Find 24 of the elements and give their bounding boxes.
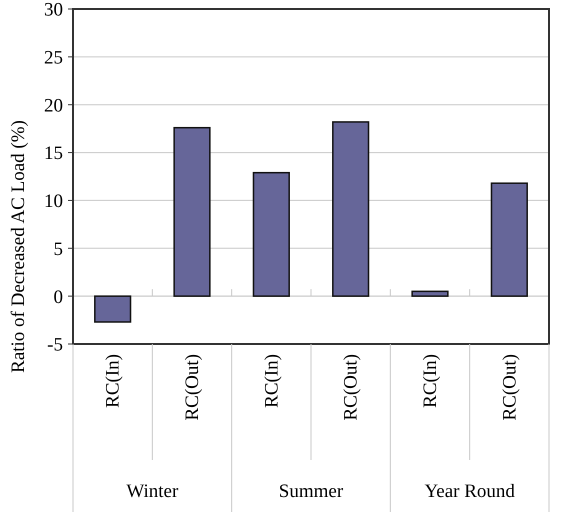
bar — [94, 295, 132, 323]
y-tick-label: 10 — [44, 191, 63, 212]
bar — [332, 121, 370, 297]
bar — [411, 290, 449, 297]
text: Year Round — [424, 481, 516, 502]
y-tick-label: 20 — [44, 95, 63, 116]
x-tick-label: RC(Out) — [499, 354, 520, 420]
y-tick-label: 5 — [54, 238, 63, 260]
y-tick-label: 15 — [44, 143, 63, 164]
y-axis-title: Ratio of Decreased AC Load (%) — [8, 120, 29, 373]
x-tick-label: RC(In) — [261, 354, 282, 408]
y-tick-label: 25 — [44, 48, 63, 69]
x-tick-label: RC(In) — [420, 354, 441, 408]
text: Summer — [278, 481, 344, 502]
y-tick-label: 0 — [54, 286, 63, 308]
y-tick-label: -5 — [47, 334, 63, 356]
x-tick-label: RC(Out) — [340, 354, 362, 420]
x-tick-label: RC(Out) — [182, 354, 203, 420]
bar — [490, 182, 528, 297]
text: Winter — [126, 481, 179, 502]
y-tick-label: 30 — [44, 0, 63, 21]
x-tick-label: RC(In) — [102, 354, 124, 408]
bar — [252, 172, 290, 297]
bar — [173, 126, 211, 297]
